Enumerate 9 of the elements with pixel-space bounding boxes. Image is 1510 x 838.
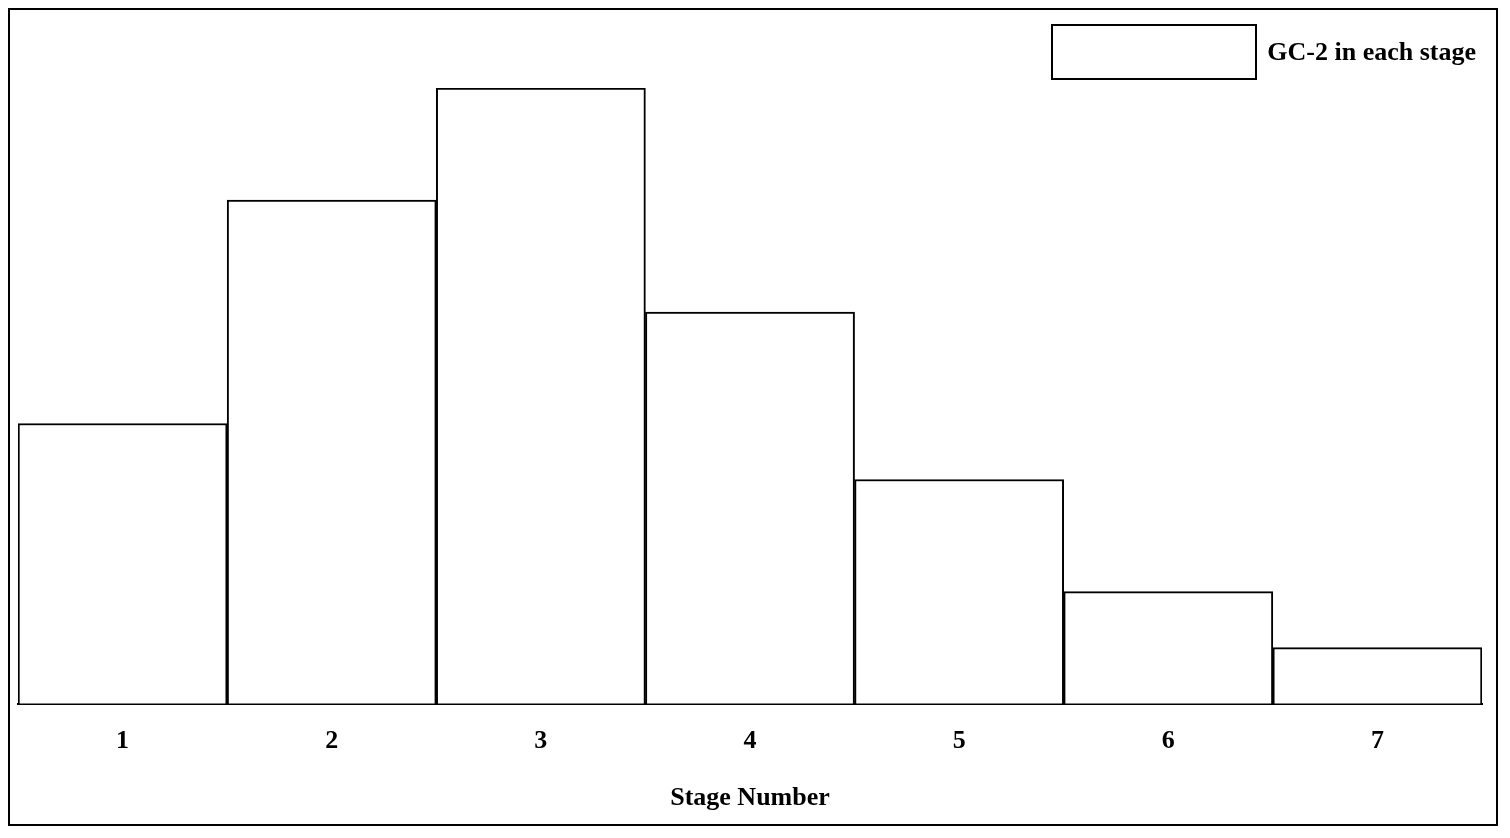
x-tick-label: 7 bbox=[1370, 724, 1384, 754]
x-tick-label: 1 bbox=[116, 724, 130, 754]
x-tick-label: 2 bbox=[325, 724, 339, 754]
x-axis-title: Stage Number bbox=[670, 782, 830, 812]
text: GC-2 in each stage bbox=[1267, 37, 1476, 67]
x-tick-label: 4 bbox=[743, 724, 757, 754]
x-tick-label: 6 bbox=[1161, 724, 1175, 754]
x-tick-label: 5 bbox=[952, 724, 966, 754]
x-tick-label: 3 bbox=[534, 724, 548, 754]
